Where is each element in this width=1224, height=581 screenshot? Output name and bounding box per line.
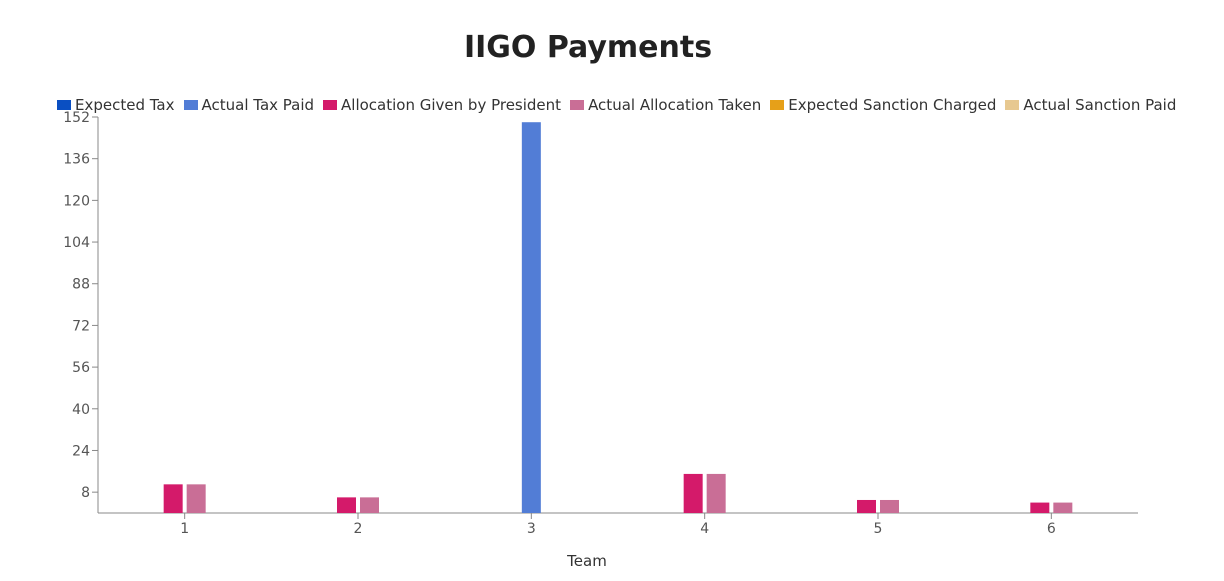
bar-actual-allocation-taken-team-4 [706,473,726,513]
legend-swatch [570,100,585,110]
x-tick-label: 5 [874,521,883,537]
bar-actual-allocation-taken-team-1 [186,484,206,513]
y-tick-label: 104 [63,235,90,251]
legend-item-actual-allocation-taken[interactable]: Actual Allocation Taken [570,96,761,114]
legend-swatch [770,100,785,110]
bar-allocation-given-by-president-team-4 [683,473,703,513]
y-tick-label: 40 [72,402,90,418]
x-tick-label: 1 [180,521,189,537]
bar-allocation-given-by-president-team-5 [857,499,876,513]
x-axis-title: Team [566,552,607,570]
chart-legend: Expected Tax Actual Tax Paid Allocation … [57,96,1185,114]
bars [163,122,1073,514]
x-tick-label: 4 [700,521,709,537]
legend-item-actual-sanction-paid[interactable]: Actual Sanction Paid [1005,96,1176,114]
legend-swatch [1005,100,1020,110]
legend-label: Allocation Given by President [341,96,562,114]
bar-actual-allocation-taken-team-5 [880,499,899,513]
bar-actual-allocation-taken-team-2 [360,497,379,513]
y-tick-label: 88 [72,277,90,293]
x-tick-label: 2 [354,521,363,537]
legend-swatch [323,100,338,110]
y-tick-label: 56 [72,360,90,376]
bar-allocation-given-by-president-team-1 [163,484,183,513]
x-tick-label: 6 [1047,521,1056,537]
y-axis: 8 24 40 56 72 88 104 120 136 152 [63,110,99,513]
legend-label: Actual Tax Paid [201,96,315,114]
legend-label: Expected Sanction Charged [788,96,997,114]
x-tick-label: 3 [527,521,536,537]
bar-actual-tax-paid-team-3 [521,122,541,514]
bar-allocation-given-by-president-team-2 [337,497,356,513]
legend-item-actual-tax-paid[interactable]: Actual Tax Paid [183,96,315,114]
y-tick-label: 136 [63,152,90,168]
legend-item-allocation-given[interactable]: Allocation Given by President [323,96,561,114]
chart-title: IIGO Payments [463,30,713,65]
legend-label: Expected Tax [75,96,175,114]
legend-item-expected-tax[interactable]: Expected Tax [57,96,175,114]
y-tick-label: 152 [63,110,90,126]
legend-label: Actual Sanction Paid [1023,96,1177,114]
legend-swatch [183,100,198,110]
legend-item-expected-sanction-charged[interactable]: Expected Sanction Charged [770,96,996,114]
y-tick-label: 72 [72,318,90,334]
y-tick-label: 8 [81,485,90,501]
x-axis: 1 2 3 4 5 6 [98,512,1138,537]
legend-swatch [57,100,71,110]
y-tick-label: 120 [63,193,90,209]
y-tick-label: 24 [72,443,90,459]
bar-allocation-given-by-president-team-6 [1030,502,1050,513]
bar-actual-allocation-taken-team-6 [1053,502,1073,513]
legend-label: Actual Allocation Taken [588,96,762,114]
